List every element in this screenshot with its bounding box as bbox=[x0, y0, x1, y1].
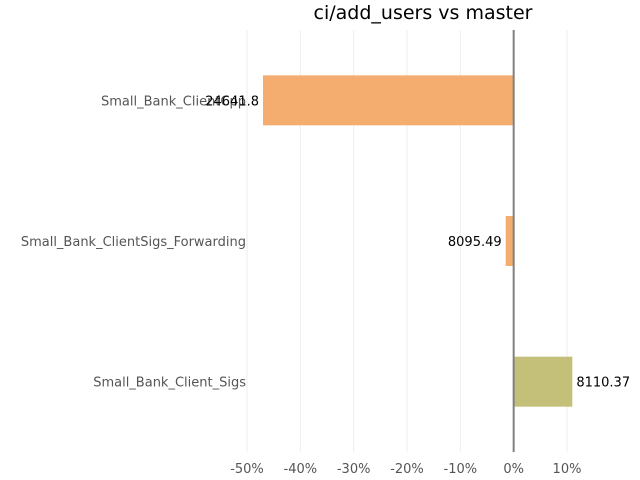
x-tick-label: 10% bbox=[553, 462, 582, 477]
category-label: Small_Bank_ClientCpp bbox=[101, 94, 246, 109]
x-tick-label: -40% bbox=[284, 462, 318, 477]
bar bbox=[263, 75, 514, 126]
category-label: Small_Bank_Client_Sigs bbox=[93, 376, 246, 391]
category-label: Small_Bank_ClientSigs_Forwarding bbox=[21, 235, 246, 250]
data-label: 8110.37 bbox=[576, 376, 630, 391]
category-labels: Small_Bank_ClientCpp Small_Bank_ClientSig… bbox=[21, 94, 246, 390]
x-tick-label: -10% bbox=[444, 462, 478, 477]
x-tick-label: 0% bbox=[503, 462, 524, 477]
x-tick-label: -20% bbox=[390, 462, 424, 477]
x-tick-labels: -50% -40% -30% -20% -10% 0% 10% bbox=[230, 462, 581, 477]
chart-title: ci/add_users vs master bbox=[314, 2, 533, 24]
data-label: 24641.8 bbox=[205, 94, 259, 109]
data-label: 8095.49 bbox=[448, 235, 502, 250]
bars bbox=[263, 75, 573, 407]
data-labels: 24641.8 8095.49 8110.37 bbox=[205, 94, 630, 390]
bar bbox=[513, 356, 573, 407]
x-tick-label: -50% bbox=[230, 462, 264, 477]
bar bbox=[505, 216, 514, 266]
x-tick-label: -30% bbox=[337, 462, 371, 477]
